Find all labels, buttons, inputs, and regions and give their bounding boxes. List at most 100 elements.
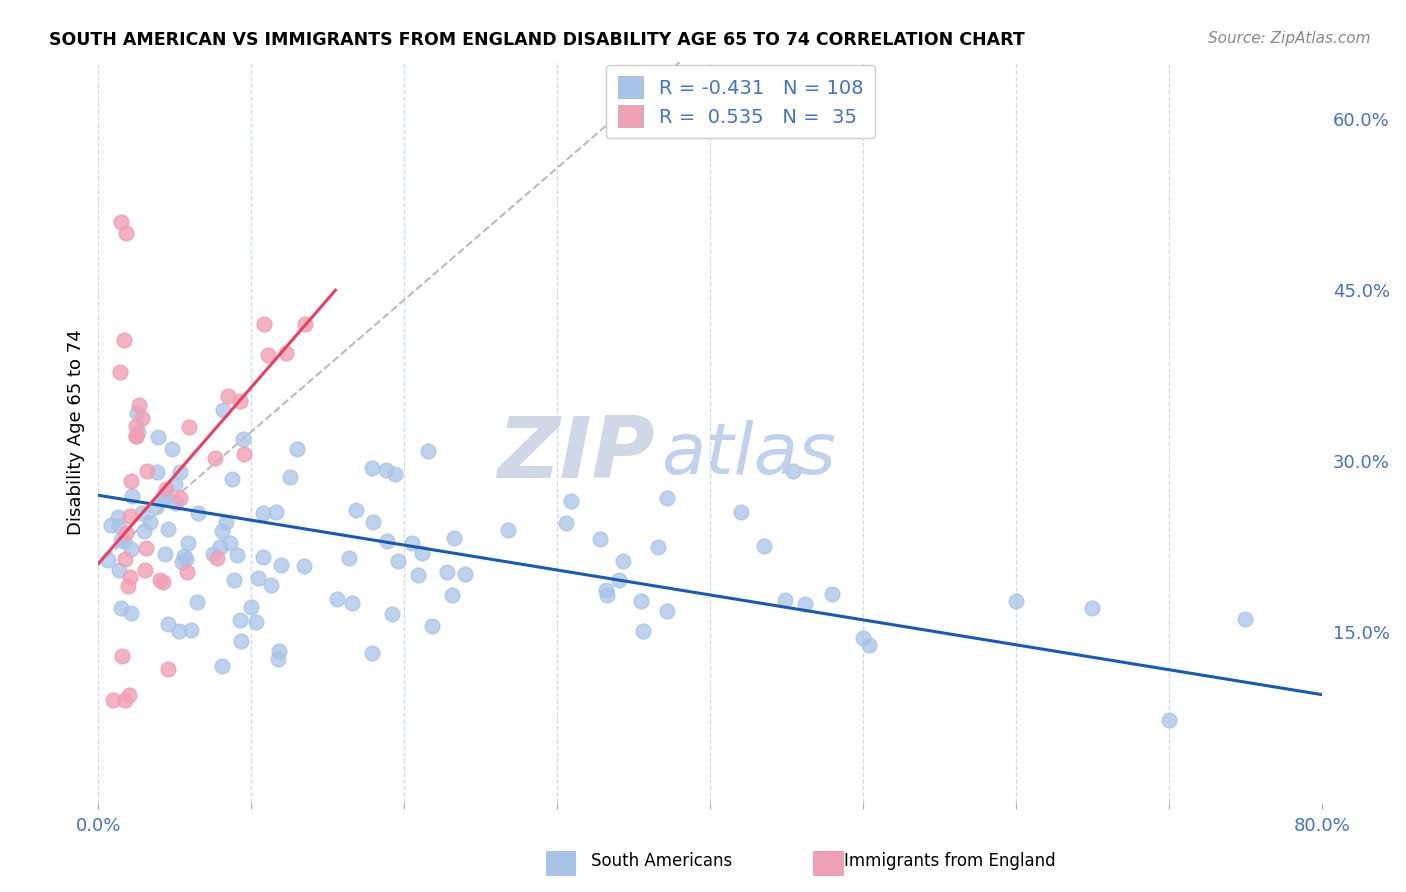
Point — [180, 623, 202, 637]
Point — [217, 389, 239, 403]
Point — [155, 482, 177, 496]
Point — [135, 541, 157, 555]
Point — [111, 649, 134, 664]
Point — [589, 533, 612, 547]
Legend: R = -0.431   N = 108, R =  0.535   N =  35: R = -0.431 N = 108, R = 0.535 N = 35 — [606, 65, 875, 138]
Point — [274, 346, 297, 360]
Text: ZIP: ZIP — [498, 413, 655, 496]
Point — [222, 573, 245, 587]
Point — [187, 506, 209, 520]
Point — [229, 633, 252, 648]
Point — [107, 509, 129, 524]
Point — [165, 496, 187, 510]
Point — [221, 471, 243, 485]
Point — [361, 461, 384, 475]
Point — [280, 469, 302, 483]
Point — [363, 515, 385, 529]
Point — [149, 573, 172, 587]
Point — [136, 464, 159, 478]
Point — [174, 552, 197, 566]
Point — [152, 575, 174, 590]
Point — [173, 549, 195, 563]
Point — [344, 502, 367, 516]
Point — [264, 505, 287, 519]
Point — [340, 596, 363, 610]
Point — [177, 420, 200, 434]
Point — [229, 393, 252, 408]
Text: SOUTH AMERICAN VS IMMIGRANTS FROM ENGLAND DISABILITY AGE 65 TO 74 CORRELATION CH: SOUTH AMERICAN VS IMMIGRANTS FROM ENGLAN… — [49, 31, 1025, 49]
Point — [821, 586, 844, 600]
Point — [292, 559, 315, 574]
Point — [155, 490, 177, 504]
Point — [858, 638, 880, 652]
Point — [108, 518, 131, 533]
Point — [212, 402, 235, 417]
Point — [152, 491, 174, 506]
Point — [384, 467, 406, 482]
Point — [110, 601, 132, 615]
Point — [256, 348, 278, 362]
Point — [125, 406, 148, 420]
Point — [381, 607, 404, 622]
Point — [176, 536, 198, 550]
Point — [124, 418, 146, 433]
Point — [118, 508, 141, 523]
Point — [139, 515, 162, 529]
Point — [134, 563, 156, 577]
Point — [337, 550, 360, 565]
Point — [411, 545, 433, 559]
Point — [225, 549, 247, 563]
Point — [97, 553, 120, 567]
Point — [294, 318, 316, 332]
Point — [754, 539, 776, 553]
Point — [260, 577, 283, 591]
Point — [498, 523, 520, 537]
Point — [555, 516, 578, 531]
Point — [647, 540, 669, 554]
Point — [131, 410, 153, 425]
Point — [167, 624, 190, 639]
Point — [630, 594, 652, 608]
Point — [730, 505, 752, 519]
Point — [115, 227, 138, 241]
Point — [103, 693, 125, 707]
Point — [655, 604, 678, 618]
Point — [612, 554, 634, 568]
Point — [406, 568, 429, 582]
Point — [160, 442, 183, 456]
Point — [163, 477, 186, 491]
Point — [114, 693, 136, 707]
Point — [118, 688, 141, 702]
Point — [1234, 612, 1257, 626]
Point — [782, 463, 804, 477]
Text: South Americans: South Americans — [591, 852, 731, 870]
Point — [127, 425, 149, 439]
Point — [108, 365, 131, 379]
Point — [146, 429, 169, 443]
Point — [270, 558, 292, 572]
Point — [326, 592, 349, 607]
Point — [204, 451, 226, 466]
Point — [157, 662, 180, 676]
Point — [418, 444, 440, 458]
FancyBboxPatch shape — [813, 851, 844, 876]
Point — [176, 565, 198, 579]
Point — [560, 494, 582, 508]
Point — [267, 643, 290, 657]
Point — [172, 555, 194, 569]
Point — [253, 318, 276, 332]
Point — [120, 607, 142, 621]
Point — [112, 534, 135, 549]
Text: Immigrants from England: Immigrants from England — [844, 852, 1056, 870]
Point — [207, 551, 229, 566]
Point — [232, 447, 254, 461]
Point — [773, 593, 796, 607]
Point — [595, 583, 617, 598]
Point — [186, 595, 208, 609]
Point — [420, 619, 443, 633]
Point — [852, 631, 875, 645]
Point — [1004, 594, 1026, 608]
Text: atlas: atlas — [661, 420, 835, 490]
Point — [209, 540, 232, 554]
Point — [239, 600, 262, 615]
